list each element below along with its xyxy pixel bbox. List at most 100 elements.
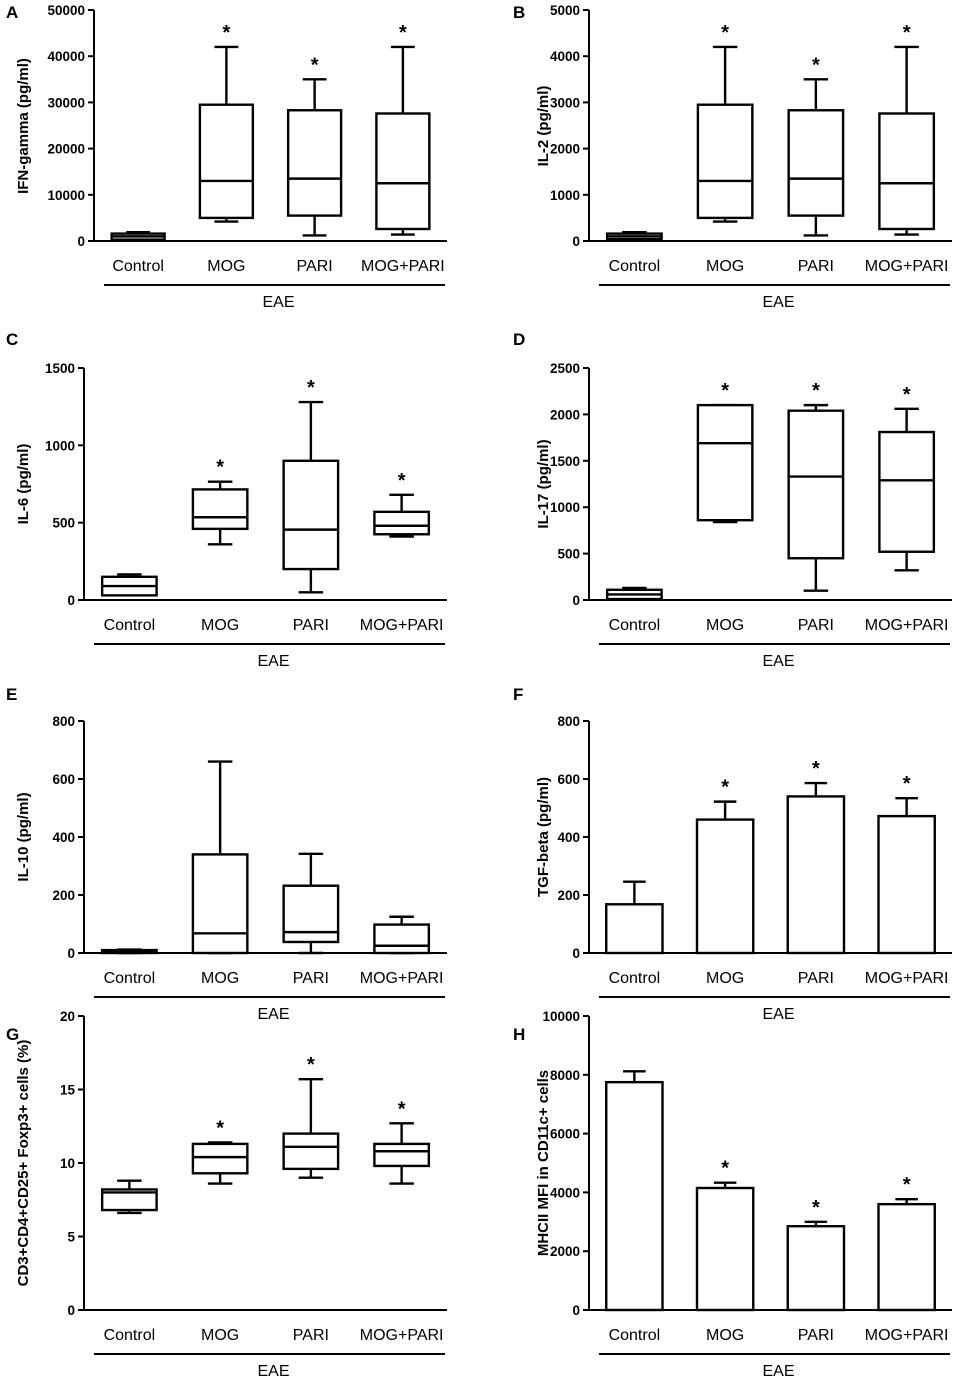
y-axis-label: IL-17 (pg/ml) bbox=[535, 439, 552, 528]
x-tick-label: Control bbox=[104, 1327, 156, 1344]
bar-mog-pari bbox=[877, 1197, 936, 1312]
y-tick-label: 4000 bbox=[550, 49, 580, 64]
x-tick-label: Control bbox=[104, 617, 156, 634]
y-axis-label: MHCII MFI in CD11c+ cells bbox=[535, 1070, 552, 1256]
significance-star: * bbox=[721, 777, 729, 799]
x-tick-label: PARI bbox=[798, 617, 834, 634]
box-iqr bbox=[787, 409, 845, 560]
significance-star: * bbox=[399, 22, 407, 44]
y-tick-label: 0 bbox=[67, 946, 75, 961]
significance-star: * bbox=[216, 457, 224, 479]
y-tick-label: 0 bbox=[67, 593, 75, 608]
significance-star: * bbox=[903, 384, 911, 406]
box-iqr bbox=[878, 430, 936, 553]
box-pari bbox=[282, 852, 340, 955]
y-tick-label: 0 bbox=[77, 234, 85, 249]
box-pari bbox=[282, 1078, 340, 1179]
y-tick-label: 2500 bbox=[550, 361, 580, 376]
x-tick-label: Control bbox=[609, 1327, 661, 1344]
bar bbox=[695, 818, 755, 955]
significance-star: * bbox=[222, 22, 230, 44]
panel-g: G 0 5 10 15 20 CD3+CD4+CD25+ Foxp3+ cells (%) C… bbox=[6, 1009, 447, 1380]
x-tick-label: PARI bbox=[297, 258, 333, 275]
panel-letter: E bbox=[6, 685, 17, 704]
box-mog-pari bbox=[375, 45, 431, 236]
y-tick-label: 400 bbox=[52, 830, 75, 845]
panel-letter: F bbox=[513, 685, 523, 704]
y-tick-label: 1000 bbox=[45, 438, 75, 453]
group-label: EAE bbox=[762, 294, 794, 311]
box-iqr bbox=[373, 510, 431, 536]
box-iqr bbox=[878, 112, 936, 231]
bar-pari bbox=[786, 781, 846, 955]
y-tick-label: 10000 bbox=[542, 1009, 580, 1024]
panel-letter: H bbox=[513, 1025, 525, 1044]
y-axis-label: IFN-gamma (pg/ml) bbox=[15, 58, 32, 194]
panel-c: C 0 500 1000 1500 IL-6 (pg/ml) Control MOG PARI M… bbox=[6, 330, 447, 670]
box-pari bbox=[282, 400, 340, 594]
box-control bbox=[605, 231, 663, 241]
y-tick-label: 0 bbox=[572, 946, 580, 961]
y-tick-label: 6000 bbox=[550, 1127, 580, 1142]
significance-star: * bbox=[307, 1054, 315, 1076]
y-tick-label: 600 bbox=[557, 772, 580, 787]
box-iqr bbox=[373, 923, 431, 955]
significance-star: * bbox=[903, 22, 911, 44]
y-tick-label: 1500 bbox=[550, 454, 580, 469]
box-iqr bbox=[191, 853, 249, 955]
x-tick-label: MOG bbox=[706, 617, 744, 634]
x-tick-label: MOG bbox=[201, 1327, 239, 1344]
y-tick-label: 30000 bbox=[47, 95, 85, 110]
y-tick-label: 600 bbox=[52, 772, 75, 787]
x-tick-label: PARI bbox=[798, 1327, 834, 1344]
y-tick-label: 5000 bbox=[550, 3, 580, 18]
significance-star: * bbox=[307, 377, 315, 399]
x-tick-label: MOG+PARI bbox=[865, 970, 949, 987]
significance-star: * bbox=[903, 1174, 911, 1196]
y-tick-label: 1000 bbox=[550, 500, 580, 515]
box-iqr bbox=[191, 488, 249, 531]
significance-star: * bbox=[721, 1158, 729, 1180]
y-tick-label: 8000 bbox=[550, 1068, 580, 1083]
significance-star: * bbox=[398, 1098, 406, 1120]
box-mog bbox=[696, 45, 754, 223]
y-tick-label: 0 bbox=[67, 1303, 75, 1318]
y-tick-label: 0 bbox=[572, 234, 580, 249]
panel-a: A 0 10000 20000 30000 40000 50000 IFN-gamma (pg… bbox=[6, 3, 447, 311]
significance-star: * bbox=[721, 22, 729, 44]
box-mog bbox=[198, 45, 255, 223]
x-tick-label: MOG+PARI bbox=[865, 1327, 949, 1344]
x-tick-label: Control bbox=[112, 258, 164, 275]
box-mog bbox=[696, 403, 754, 524]
y-tick-label: 1500 bbox=[45, 361, 75, 376]
y-tick-label: 200 bbox=[557, 888, 580, 903]
significance-star: * bbox=[721, 380, 729, 402]
significance-star: * bbox=[812, 1197, 820, 1219]
group-label: EAE bbox=[257, 1006, 289, 1023]
significance-star: * bbox=[812, 758, 820, 780]
y-axis-label: CD3+CD4+CD25+ Foxp3+ cells (%) bbox=[15, 1040, 32, 1287]
box-iqr bbox=[282, 1132, 340, 1171]
y-tick-label: 400 bbox=[557, 830, 580, 845]
x-tick-label: MOG+PARI bbox=[361, 258, 445, 275]
bar-pari bbox=[786, 1220, 846, 1312]
group-label: EAE bbox=[257, 1363, 289, 1380]
bar-mog bbox=[695, 800, 755, 955]
x-tick-label: Control bbox=[104, 970, 156, 987]
panel-letter: B bbox=[513, 3, 525, 22]
box-iqr bbox=[375, 112, 431, 231]
panel-b: B 0 1000 2000 3000 4000 5000 IL-2 (pg/ml) Contro… bbox=[513, 3, 952, 311]
y-tick-label: 15 bbox=[60, 1083, 76, 1098]
group-label: EAE bbox=[762, 1363, 794, 1380]
box-mog-pari bbox=[878, 407, 936, 572]
box-pari bbox=[787, 403, 845, 592]
y-tick-label: 0 bbox=[572, 593, 580, 608]
box-control bbox=[100, 573, 158, 597]
bar bbox=[605, 903, 664, 955]
panel-letter: C bbox=[6, 330, 18, 349]
box-iqr bbox=[282, 459, 340, 571]
x-tick-label: PARI bbox=[798, 258, 834, 275]
x-tick-label: MOG+PARI bbox=[865, 258, 949, 275]
box-iqr bbox=[696, 103, 754, 220]
panel-letter: D bbox=[513, 330, 525, 349]
